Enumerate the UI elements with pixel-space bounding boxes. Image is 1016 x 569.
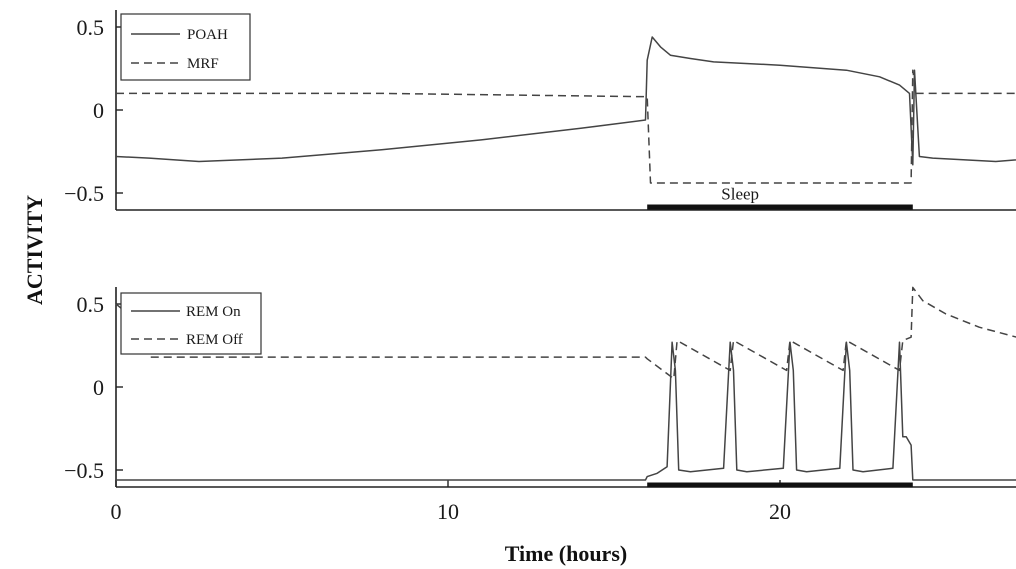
top-legend-box <box>120 13 251 81</box>
top-ytick-label: 0 <box>93 98 104 123</box>
bottom-ytick-label: −0.5 <box>64 458 104 483</box>
legend-label-rem-off: REM Off <box>186 332 243 348</box>
top-ytick-label: 0.5 <box>77 15 105 40</box>
x-axis-title: Time (hours) <box>505 541 627 566</box>
top-series <box>115 36 1016 184</box>
series-rem-off <box>115 286 1016 380</box>
top-annotations: SleepWake <box>721 185 759 204</box>
bottom-legend-box <box>120 292 262 355</box>
bottom-x-ticks: 01020304050 <box>111 480 791 524</box>
legend-label-rem-on: REM On <box>186 304 241 320</box>
top-ytick-label: −0.5 <box>64 181 104 206</box>
legend-label-poah: POAH <box>187 27 228 43</box>
top-legend: POAH MRF <box>120 13 251 81</box>
xtick-label: 20 <box>769 499 791 524</box>
xtick-label: 10 <box>437 499 459 524</box>
bottom-panel: −0.500.5 01020304050 REM On REM Off Time… <box>64 286 1016 566</box>
bottom-legend: REM On REM Off <box>120 292 262 355</box>
top-y-ticks: −0.5 0 0.5 <box>64 15 123 206</box>
series-rem-on <box>116 341 1016 481</box>
top-panel: −0.5 0 0.5 SleepWake POAH MRF <box>64 10 1016 211</box>
bottom-ytick-label: 0 <box>93 375 104 400</box>
annotation-sleep: Sleep <box>721 185 759 204</box>
xtick-label: 0 <box>111 499 122 524</box>
bottom-series <box>115 286 1016 481</box>
legend-label-mrf: MRF <box>187 56 219 72</box>
series-poah <box>115 36 1016 166</box>
bottom-ytick-label: 0.5 <box>77 292 105 317</box>
bottom-y-ticks: −0.5 0 0.5 <box>64 292 123 483</box>
y-axis-title: ACTIVITY <box>22 195 47 305</box>
series-mrf <box>116 69 1016 184</box>
